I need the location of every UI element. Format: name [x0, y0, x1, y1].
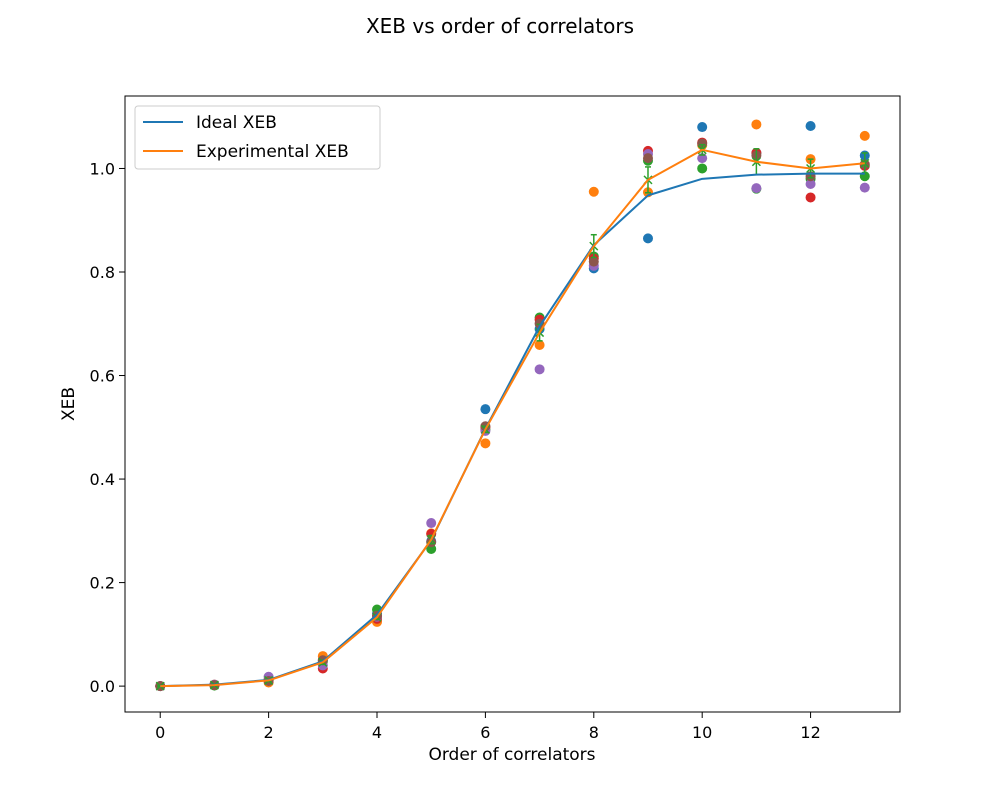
series-line-experimental — [160, 148, 865, 688]
scatter-point — [534, 339, 545, 350]
scatter-point — [805, 192, 816, 203]
series-line-ideal — [160, 172, 865, 688]
scatter-point — [805, 121, 816, 132]
x-tick-label: 2 — [264, 723, 274, 742]
y-tick-label: 0.6 — [90, 367, 115, 386]
x-tick-label: 8 — [589, 723, 599, 742]
chart-title: XEB vs order of correlators — [366, 14, 634, 38]
x-tick-label: 0 — [155, 723, 165, 742]
plot-frame — [124, 95, 901, 713]
scatter-point — [751, 183, 762, 194]
y-axis-label: XEB — [59, 387, 79, 421]
scatter-point — [588, 256, 599, 267]
y-tick-label: 0.2 — [90, 574, 115, 593]
legend-label-ideal: Ideal XEB — [196, 113, 277, 133]
scatter-point — [426, 518, 437, 529]
scatter-point — [751, 119, 762, 130]
legend: Ideal XEB Experimental XEB — [134, 105, 381, 170]
scatter-point — [697, 163, 708, 174]
x-tick-label: 6 — [480, 723, 490, 742]
legend-box — [134, 105, 381, 170]
error-marker — [860, 158, 870, 168]
legend-label-experimental: Experimental XEB — [196, 142, 349, 162]
scatter-point — [805, 179, 816, 189]
y-tick-label: 0.8 — [90, 263, 115, 282]
y-tick-label: 0.0 — [90, 677, 115, 696]
scatter-point — [480, 404, 491, 415]
error-marker — [155, 681, 165, 691]
x-tick-label: 12 — [800, 723, 820, 742]
scatter-point — [859, 130, 870, 141]
scatter-point — [534, 364, 545, 375]
x-tick-label: 4 — [372, 723, 382, 742]
x-axis-label: Order of correlators — [428, 745, 595, 765]
scatter-point — [642, 233, 653, 244]
scatter-point — [642, 153, 653, 164]
plot-content — [155, 119, 870, 692]
axis-ticks: 0 2 4 6 8 10 12 0.0 0.2 0.4 0.6 0.8 1.0 — [90, 159, 821, 742]
x-tick-label: 10 — [692, 723, 712, 742]
scatter-point — [480, 438, 491, 449]
scatter-point — [859, 182, 870, 193]
y-tick-label: 0.4 — [90, 470, 115, 489]
scatter-point — [697, 138, 708, 149]
y-tick-label: 1.0 — [90, 159, 115, 178]
scatter-point — [588, 186, 599, 197]
scatter-point — [697, 122, 708, 133]
